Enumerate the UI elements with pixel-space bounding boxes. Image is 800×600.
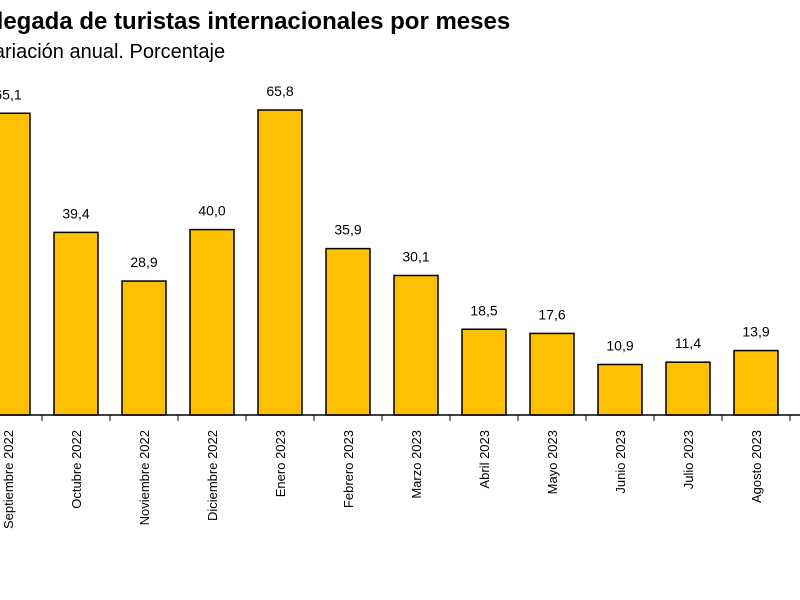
bar-octubre-2022 [53,231,99,416]
chart-subtitle: Variación anual. Porcentaje [0,41,226,63]
tick-label-octubre-2022: Octubre 2022 [69,430,84,509]
bars-group [0,109,779,416]
bar-agosto-2023 [733,349,779,416]
value-labels-group: 65,1 39,4 28,9 40,0 65,8 35,9 30,1 18,5 17,6 10,9… [0,83,770,353]
value-label-noviembre-2022: 28,9 [130,254,157,270]
bar-noviembre-2022 [121,280,167,416]
value-label-abril-2023: 18,5 [470,302,497,318]
bar-julio-2023 [665,361,711,416]
value-label-julio-2023: 11,4 [675,335,701,351]
value-label-enero-2023: 65,8 [266,83,293,99]
tick-label-enero-2023: Enero 2023 [273,430,288,497]
tick-label-junio-2023: Junio 2023 [613,430,628,494]
bar-febrero-2023 [325,247,371,416]
tick-label-febrero-2023: Febrero 2023 [341,430,356,508]
bar-junio-2023 [597,363,643,416]
bar-diciembre-2022 [189,228,235,416]
bar-mayo-2023 [529,332,575,416]
value-label-mayo-2023: 17,6 [538,306,565,322]
value-label-febrero-2023: 35,9 [334,222,361,238]
tick-label-septiembre-2022: Septiembre 2022 [1,430,16,529]
bar-septiembre-2022 [0,112,31,416]
value-label-marzo-2023: 30,1 [402,248,429,264]
tick-label-noviembre-2022: Noviembre 2022 [137,430,152,525]
value-label-septiembre-2022: 65,1 [0,86,22,102]
bar-marzo-2023 [393,274,439,416]
tick-label-abril-2023: Abril 2023 [477,430,492,489]
tick-label-mayo-2023: Mayo 2023 [545,430,560,494]
tick-label-marzo-2023: Marzo 2023 [409,430,424,499]
tick-label-agosto-2023: Agosto 2023 [749,430,764,503]
value-label-junio-2023: 10,9 [606,337,633,353]
tick-label-diciembre-2022: Diciembre 2022 [205,430,220,521]
x-axis-ticks-group [41,415,791,421]
bar-abril-2023 [461,328,507,416]
bar-enero-2023 [257,109,303,416]
x-axis-tick-labels-group: Septiembre 2022 Octubre 2022 Noviembre 202… [1,430,764,529]
value-label-diciembre-2022: 40,0 [198,203,225,219]
chart-title: Llegada de turistas internacionales por … [0,8,511,35]
value-label-agosto-2023: 13,9 [742,324,769,340]
value-label-octubre-2022: 39,4 [62,205,89,221]
tick-label-julio-2023: Julio 2023 [681,430,696,489]
